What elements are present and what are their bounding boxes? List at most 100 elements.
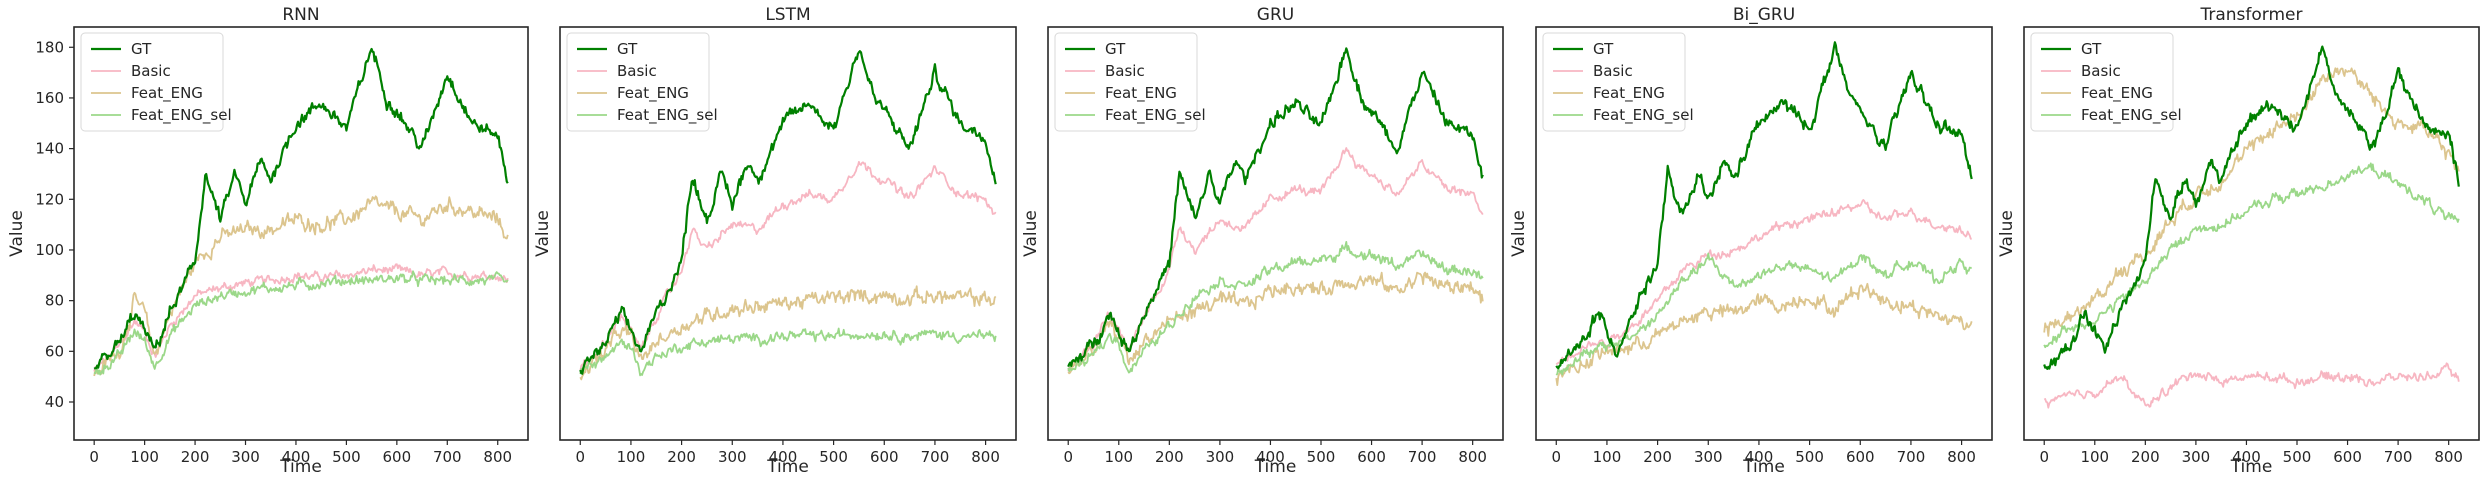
plot-frame [73,26,529,441]
x-tick-label: 700 [921,448,950,466]
x-tick-label: 500 [1795,448,1824,466]
legend-box [80,32,224,132]
x-tick-label: 200 [667,448,696,466]
y-axis-label: Value [1997,210,2017,257]
series-line-gt [1555,41,1973,370]
x-tick-label: 100 [1104,448,1133,466]
y-tick-label: 160 [35,89,64,107]
x-tick-label: 100 [617,448,646,466]
x-axis-label: Time [1742,457,1785,477]
y-tick-label: 40 [45,393,64,411]
chart-title: RNN [282,5,319,25]
x-tick-label: 400 [1256,448,1285,466]
chart-panel-3: 0 100 200 300 400 500 600 700 800 GRU Time Value GT B… [1021,5,1504,477]
series-line-gt [1067,47,1484,368]
legend-entry: Basic [1105,62,1145,80]
x-tick-label: 600 [1846,448,1875,466]
chart-title: Transformer [2199,5,2302,25]
legend-entry: GT [617,40,638,58]
x-tick-label: 200 [1155,448,1184,466]
x-axis-label: Time [1254,457,1297,477]
legend-entry: GT [131,40,152,58]
x-tick-label: 500 [332,448,361,466]
series-line-basic [1067,147,1484,372]
legend: GT Basic Feat_ENG Feat_ENG_sel [2030,32,2182,132]
legend-entry: Feat_ENG [2081,84,2153,103]
y-axis-label: Value [1509,210,1529,257]
series-line-gt [579,50,997,375]
chart-title: LSTM [765,5,810,25]
plot-frame [1535,26,1993,441]
legend-entry: Feat_ENG [1105,84,1177,103]
x-tick-label: 400 [1745,448,1774,466]
legend-box [1054,32,1198,132]
legend-entry: Feat_ENG_sel [1593,106,1694,125]
x-tick-label: 500 [1307,448,1336,466]
y-axis-label: Value [533,210,553,257]
series-line-feat-eng [1555,282,1973,386]
legend-box [1542,32,1686,132]
legend-entry: Feat_ENG_sel [2081,106,2182,125]
x-tick-label: 500 [2283,448,2312,466]
x-tick-label: 400 [282,448,311,466]
legend-entry: Feat_ENG_sel [131,106,232,125]
x-tick-label: 200 [1643,448,1672,466]
legend-entry: Basic [2081,62,2121,80]
x-tick-label: 0 [89,448,99,466]
x-tick-label: 0 [2039,448,2049,466]
x-tick-label: 600 [870,448,899,466]
y-tick-label: 140 [35,140,64,158]
series-line-feat-eng-sel [579,327,997,377]
legend: GT Basic Feat_ENG Feat_ENG_sel [1542,32,1694,132]
series-line-feat-eng-sel [1067,241,1484,374]
series-line-basic [2043,362,2460,409]
x-tick-label: 0 [1063,448,1073,466]
legend-entry: Feat_ENG_sel [1105,106,1206,125]
x-tick-label: 300 [2182,448,2211,466]
chart-title: Bi_GRU [1733,5,1795,25]
legend-entry: GT [1593,40,1614,58]
series-line-feat-eng [2043,67,2460,337]
series-line-basic [93,263,509,372]
x-tick-label: 600 [1357,448,1386,466]
legend: GT Basic Feat_ENG Feat_ENG_sel [1054,32,1206,132]
chart-title: GRU [1257,5,1294,25]
y-axis-label: Value [7,210,27,257]
x-tick-label: 800 [971,448,1000,466]
legend-box [566,32,710,132]
legend-entry: Feat_ENG [131,84,203,103]
legend-entry: GT [1105,40,1126,58]
series-line-gt [93,47,509,370]
x-tick-label: 800 [2434,448,2463,466]
chart-panel-4: 0 100 200 300 400 500 600 700 800 Bi_GRU Time Value… [1509,5,1993,477]
x-tick-label: 800 [1947,448,1976,466]
legend: GT Basic Feat_ENG Feat_ENG_sel [80,32,232,132]
series-line-feat-eng-sel [2043,162,2460,349]
y-tick-label: 60 [45,342,64,360]
x-tick-label: 300 [718,448,747,466]
x-tick-label: 700 [1408,448,1437,466]
x-tick-label: 400 [769,448,798,466]
legend-entry: Basic [617,62,657,80]
y-tick-label: 120 [35,190,64,208]
series-line-gt [2043,45,2460,370]
legend: GT Basic Feat_ENG Feat_ENG_sel [566,32,718,132]
x-tick-label: 500 [819,448,848,466]
x-axis-label: Time [766,457,809,477]
x-tick-label: 600 [383,448,412,466]
x-tick-label: 200 [181,448,210,466]
series-line-feat-eng-sel [93,270,509,376]
x-tick-label: 0 [1551,448,1561,466]
chart-panel-5: 0 100 200 300 400 500 600 700 800 Transformer Time… [1997,5,2480,477]
x-tick-label: 400 [2232,448,2261,466]
legend-box [2030,32,2174,132]
x-tick-label: 100 [2080,448,2109,466]
chart-panel-1: 0 100 200 300 400 500 600 700 800 40 60 80 100 120 140… [7,5,529,477]
x-tick-label: 600 [2333,448,2362,466]
legend-entry: Basic [131,62,171,80]
x-tick-label: 200 [2131,448,2160,466]
legend-entry: Feat_ENG_sel [617,106,718,125]
x-tick-label: 300 [231,448,260,466]
y-tick-label: 80 [45,292,64,310]
